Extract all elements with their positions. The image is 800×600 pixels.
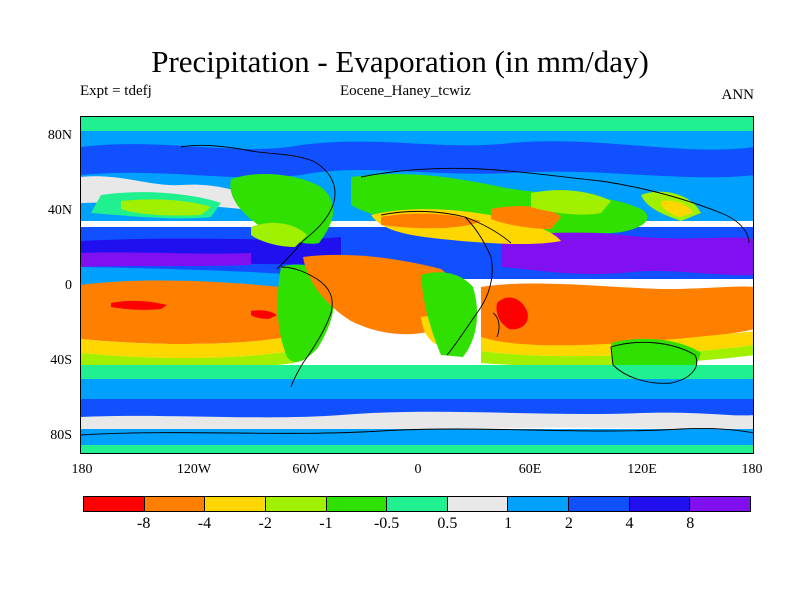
coast-arabia	[464, 216, 512, 244]
colorbar	[83, 496, 751, 512]
x-tick-label: 60W	[292, 462, 320, 477]
field-north-africa-core	[381, 213, 481, 229]
coast-south-america	[280, 266, 333, 388]
field-north-america-lime	[251, 222, 307, 247]
coast-australia	[610, 341, 698, 384]
coast-africa	[380, 210, 493, 356]
field-south-polar-green	[81, 445, 753, 453]
field-south-pacific-red2	[251, 310, 277, 319]
coast-north-america	[180, 144, 336, 270]
field-south-pacific-red	[111, 300, 167, 310]
field-pacific-violet	[81, 252, 251, 267]
field-north-america-green	[230, 173, 334, 244]
y-tick-label: 40S	[50, 353, 72, 368]
experiment-label: Expt = tdefj	[80, 83, 152, 99]
x-tick-label: 60E	[518, 462, 542, 477]
coast-antarctica	[81, 428, 753, 436]
colorbar-label: -4	[197, 515, 212, 532]
colorbar-label: 8	[686, 515, 695, 532]
x-tick-label: 120E	[627, 462, 657, 477]
colorbar-label: 1	[504, 515, 513, 532]
colorbar-label: -1	[319, 515, 333, 532]
colorbar-swatch	[205, 497, 266, 511]
field-south-white	[81, 411, 753, 432]
colorbar-swatch	[447, 497, 509, 511]
field-asia-lime	[531, 190, 611, 215]
field-north-pacific-lime	[121, 199, 211, 216]
y-tick-label: 80N	[47, 128, 72, 143]
x-tick-label: 180	[71, 462, 93, 477]
colorbar-label: 2	[564, 515, 573, 532]
map-panel	[80, 116, 754, 454]
colorbar-swatch	[84, 497, 145, 511]
colorbar-swatch	[387, 497, 448, 511]
plot-title: Precipitation - Evaporation (in mm/day)	[151, 44, 649, 79]
coast-madagascar	[492, 312, 500, 338]
colorbar-swatch	[508, 497, 570, 511]
coast-eurasia	[360, 167, 750, 244]
field-south-atlantic-dry	[303, 254, 452, 335]
colorbar-label: 4	[625, 515, 634, 532]
field-south-polar-blue	[81, 429, 753, 449]
colorbar-swatch	[144, 497, 206, 511]
season-label: ANN	[721, 87, 755, 103]
coastlines	[81, 144, 753, 436]
case-label: Eocene_Haney_tcwiz	[340, 83, 471, 99]
x-tick-label: 120W	[176, 462, 212, 477]
colorbar-swatch	[629, 497, 691, 511]
field-indian-ocean-red	[496, 297, 528, 330]
colorbar-swatch	[326, 497, 388, 511]
colorbar-swatch	[690, 497, 751, 511]
colorbar-swatch	[569, 497, 630, 511]
colorbar-label: 0.5	[437, 515, 458, 532]
field-arabia-dry	[491, 206, 561, 229]
field-south-pacific-lime	[81, 351, 295, 369]
x-tick-label: 180	[741, 462, 763, 477]
colorbar-swatch	[265, 497, 327, 511]
x-tick-label: 0	[414, 462, 422, 477]
field-asia-monsoon	[501, 231, 753, 276]
y-tick-label: 80S	[50, 428, 72, 443]
colorbar-label: -2	[258, 515, 272, 532]
colorbar-label: -8	[137, 515, 151, 532]
y-tick-label: 40N	[47, 203, 72, 218]
y-tick-label: 0	[65, 278, 72, 293]
colorbar-label: -0.5	[373, 515, 400, 532]
field-south-pacific-dry	[81, 280, 287, 344]
field-south-pacific-yellow	[81, 337, 291, 358]
field-indian-ocean-dry	[481, 283, 753, 350]
field-africa-green	[421, 272, 478, 357]
field-japan-green	[661, 200, 693, 217]
field-map	[81, 117, 753, 453]
